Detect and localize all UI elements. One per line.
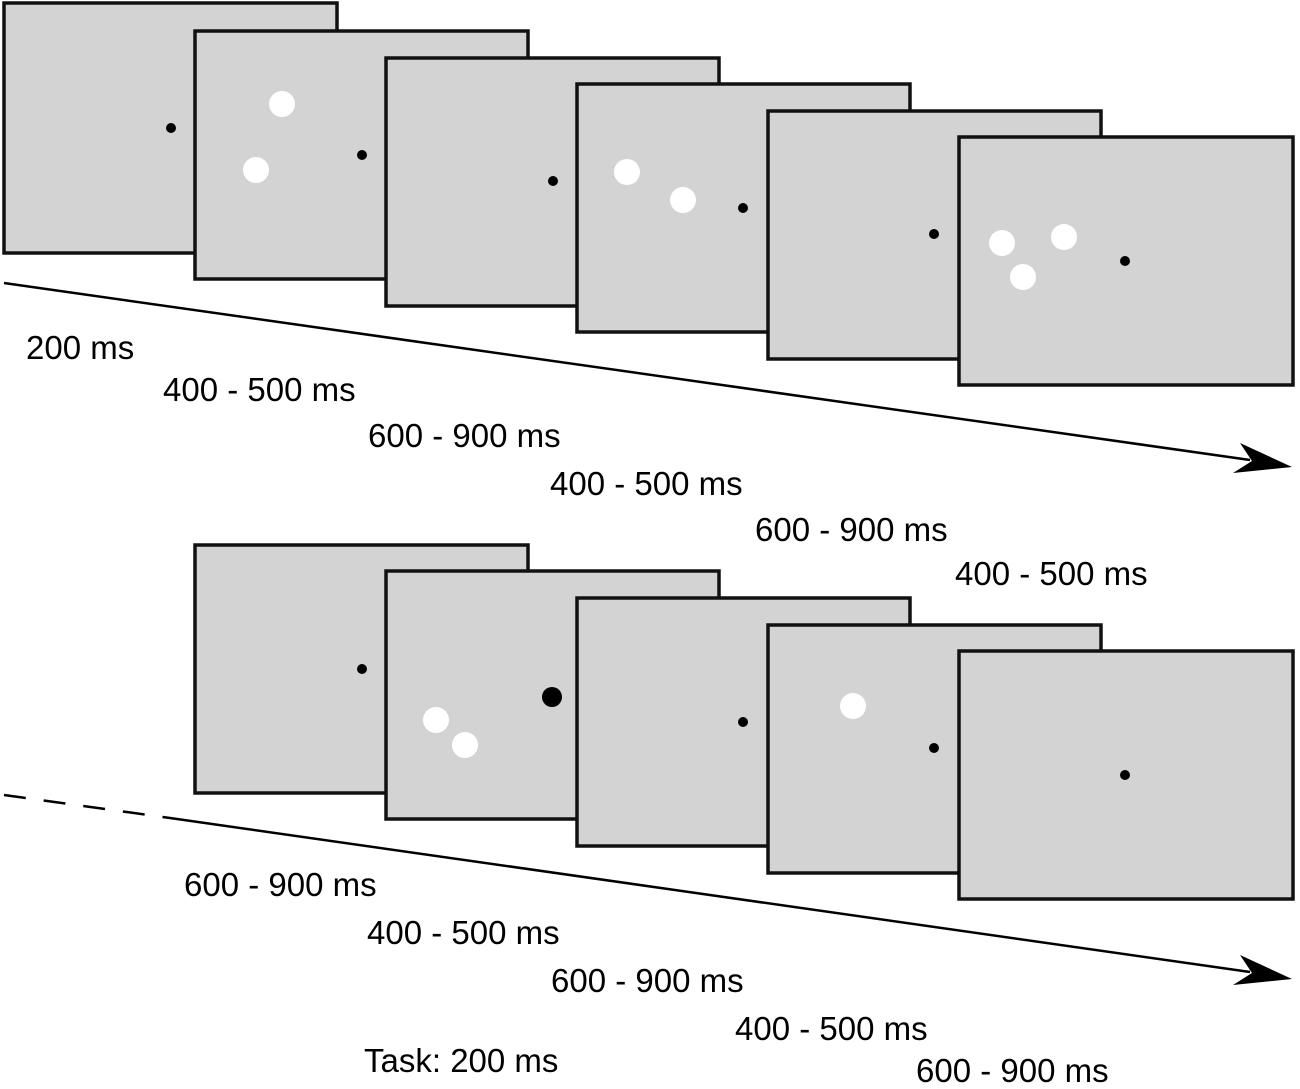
duration-label: 400 - 500 ms [163, 371, 356, 408]
row2-frames [193, 543, 1295, 901]
fixation-dot [1120, 256, 1130, 266]
stimulus-disc [614, 159, 640, 185]
duration-label: 600 - 900 ms [368, 417, 561, 454]
duration-label: 600 - 900 ms [184, 866, 377, 903]
row2-time-arrow [3, 793, 1292, 985]
fixation-dot [929, 743, 939, 753]
row1-time-arrow [3, 281, 1292, 473]
fixation-dot [357, 664, 367, 674]
stimulus-disc [452, 732, 478, 758]
duration-label: 200 ms [26, 329, 134, 366]
duration-label: 400 - 500 ms [367, 914, 560, 951]
row1-frames [2, 1, 1295, 387]
stimulus-disc [840, 693, 866, 719]
fixation-dot [738, 203, 748, 213]
task-duration-label: Task: 200 ms [364, 1042, 558, 1079]
duration-label: 400 - 500 ms [955, 555, 1148, 592]
duration-label: 400 - 500 ms [550, 465, 743, 502]
stimulus-disc [423, 707, 449, 733]
stimulus-disc [670, 187, 696, 213]
fixation-dot [166, 123, 176, 133]
arrowhead-icon [1233, 955, 1292, 985]
fixation-dot [548, 176, 558, 186]
stimulus-disc [1010, 264, 1036, 290]
stimulus-disc [989, 230, 1015, 256]
fixation-dot [929, 229, 939, 239]
duration-label: 600 - 900 ms [551, 962, 744, 999]
task-cue-dot [542, 687, 562, 707]
stimulus-disc [269, 91, 295, 117]
duration-label: 600 - 900 ms [755, 511, 948, 548]
duration-label: 400 - 500 ms [735, 1010, 928, 1047]
fixation-dot [357, 150, 367, 160]
screen-6 [957, 135, 1295, 387]
screen-11 [957, 649, 1295, 901]
row1-durations: 200 ms 400 - 500 ms 600 - 900 ms 400 - 5… [26, 329, 1148, 592]
duration-label: 600 - 900 ms [916, 1052, 1109, 1089]
row2-durations: 600 - 900 ms 400 - 500 ms 600 - 900 ms 4… [184, 866, 1109, 1089]
stimulus-disc [1051, 224, 1077, 250]
arrowhead-icon [1233, 443, 1292, 473]
stimulus-disc [243, 157, 269, 183]
fixation-dot [1120, 770, 1130, 780]
fixation-dot [738, 717, 748, 727]
